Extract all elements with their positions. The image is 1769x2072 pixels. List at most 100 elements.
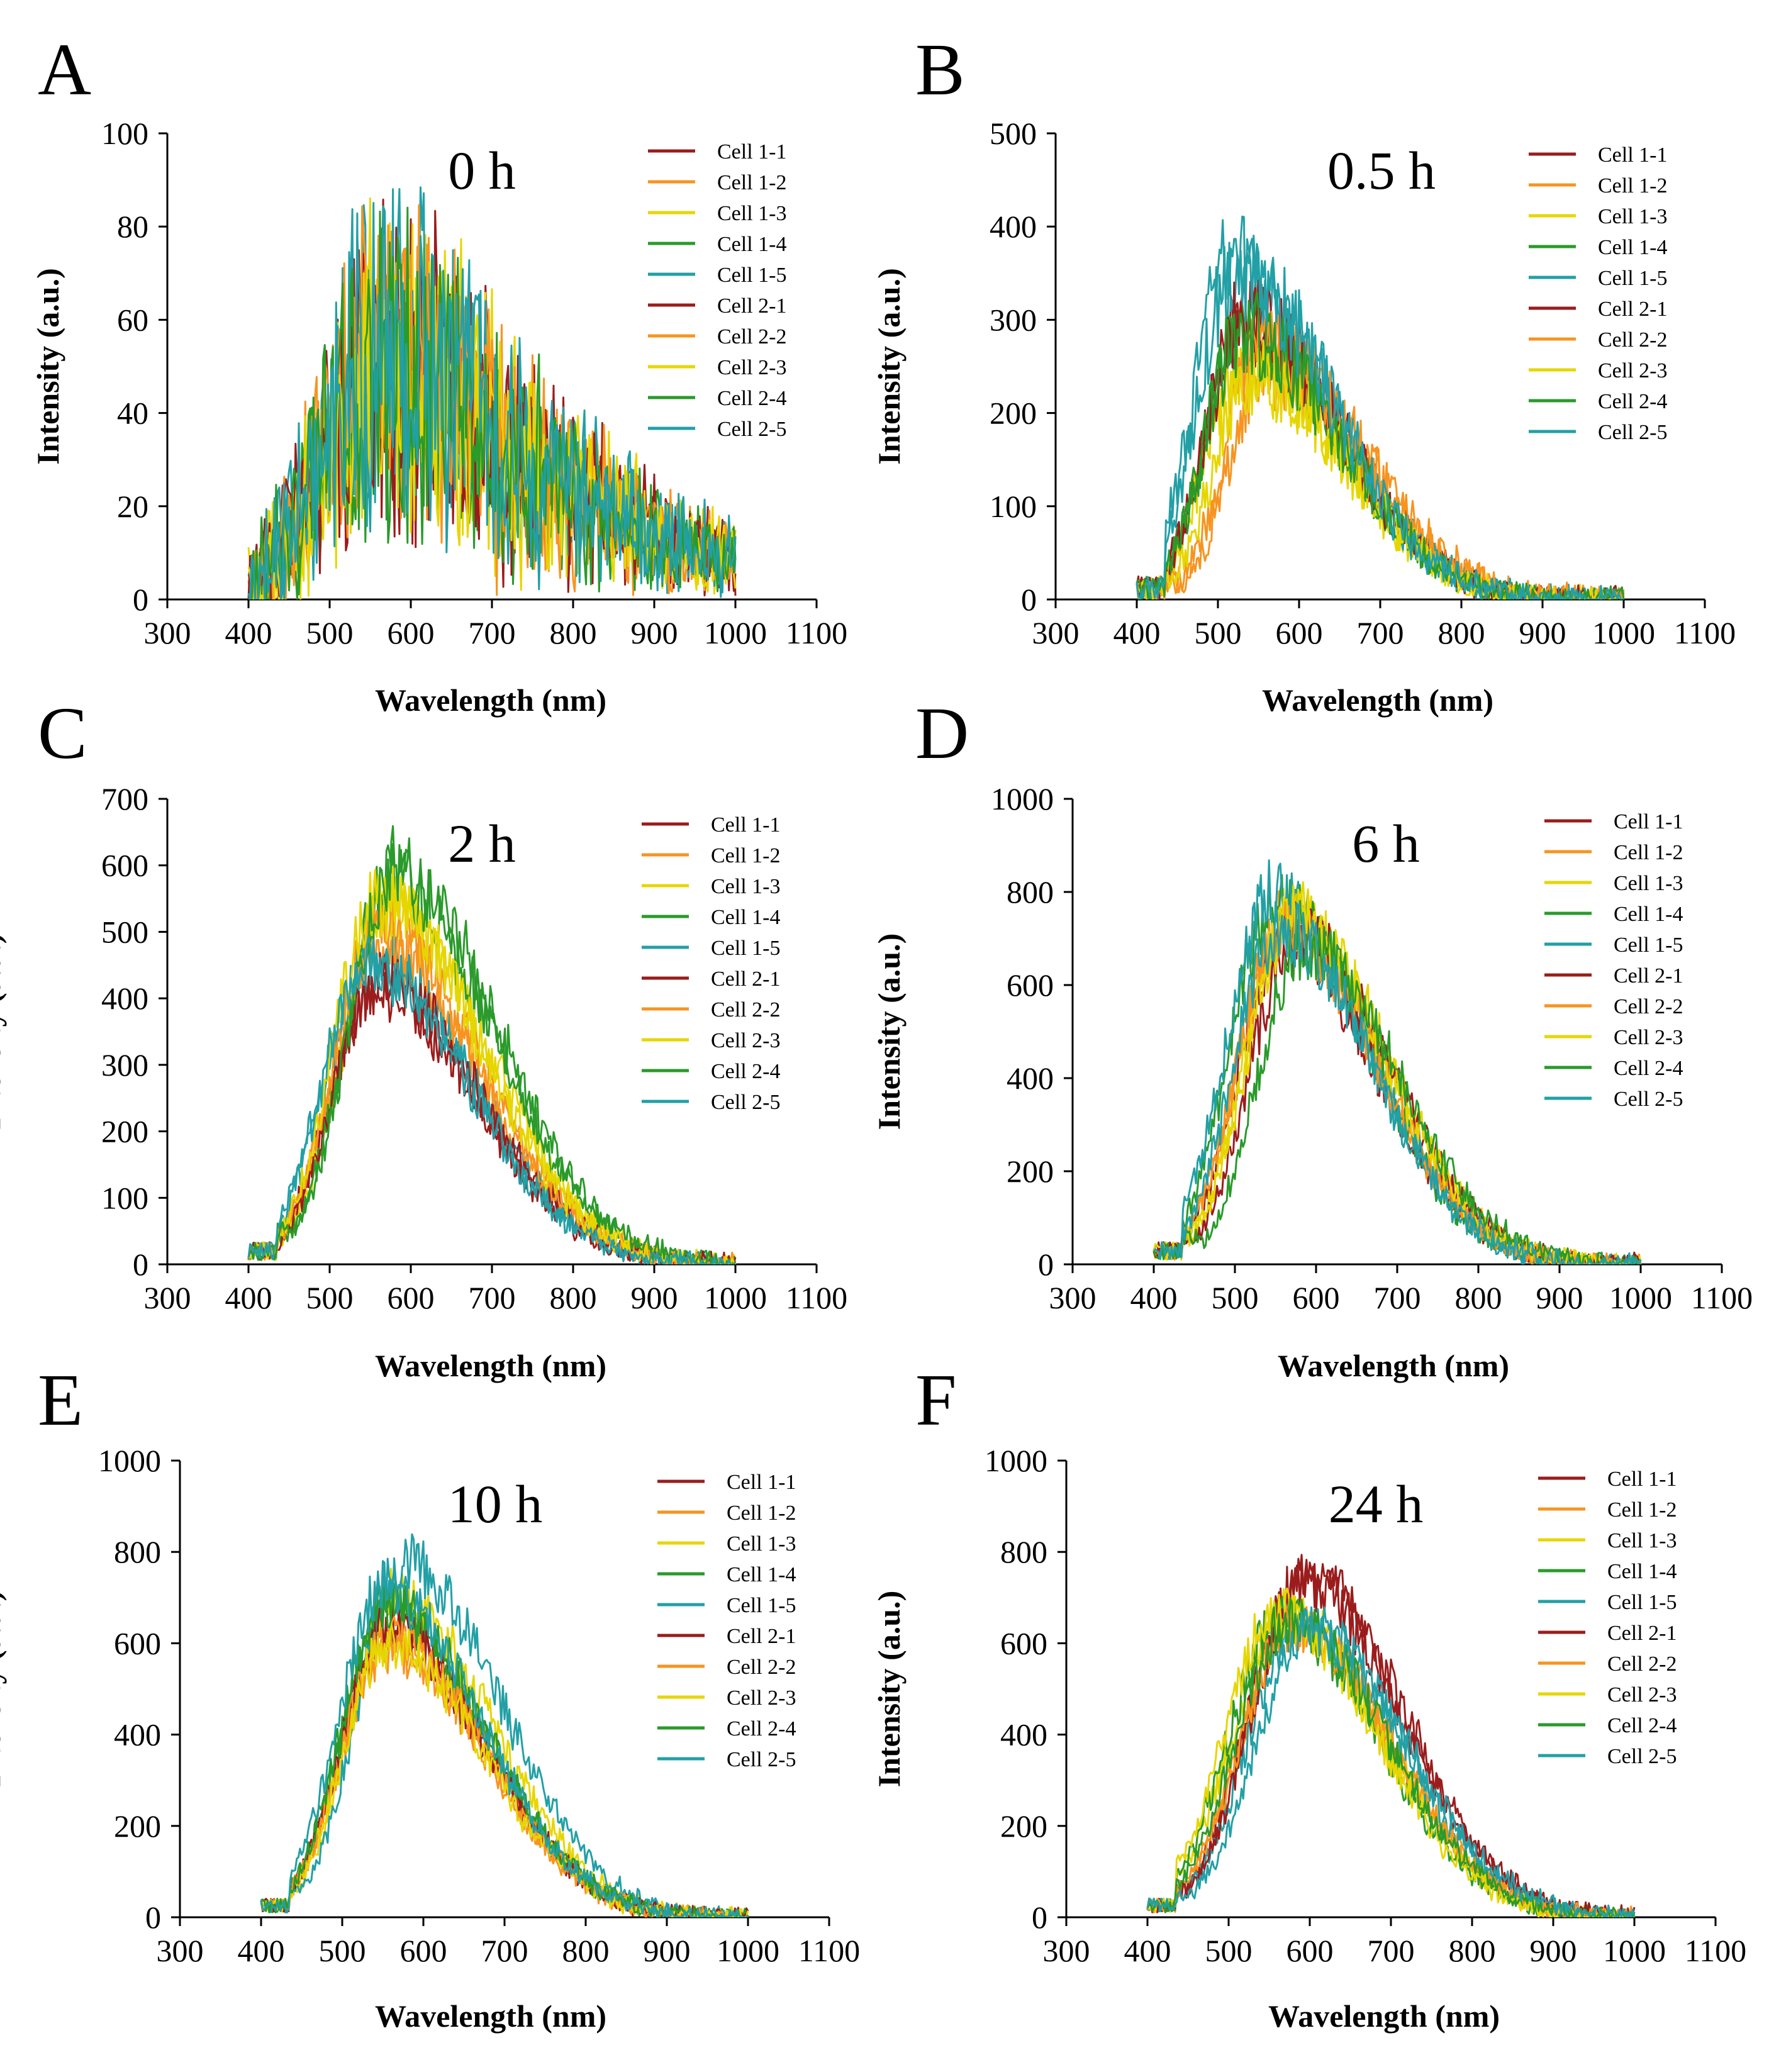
series-line-cell-2-5: [1136, 215, 1624, 599]
x-axis-title: Wavelength (nm): [1262, 682, 1493, 718]
x-tick-label: 600: [400, 1933, 447, 1968]
legend-label: Cell 2-1: [711, 967, 780, 991]
legend: Cell 1-1 Cell 1-2 Cell 1-3 Cell 1-4 Cell 1-5…: [1538, 1468, 1677, 1768]
legend-label: Cell 1-4: [1614, 903, 1683, 926]
x-tick-label: 400: [225, 615, 272, 650]
y-tick-label: 400: [101, 981, 148, 1016]
x-tick-label: 400: [1130, 1280, 1178, 1315]
legend-label: Cell 2-2: [717, 325, 786, 348]
y-tick-label: 500: [101, 914, 148, 949]
y-tick-label: 1000: [985, 1443, 1047, 1478]
series-line-cell-2-4: [247, 825, 737, 1264]
y-tick-label: 0: [1038, 1247, 1054, 1282]
legend-label: Cell 1-3: [711, 875, 780, 898]
y-axis-title: Intensity (a.u.): [0, 933, 7, 1130]
series-line-cell-2-4: [1152, 918, 1641, 1264]
y-tick-label: 400: [1007, 1061, 1054, 1096]
legend-label: Cell 1-3: [1607, 1529, 1677, 1552]
series-group: [247, 186, 737, 599]
legend-label: Cell 1-2: [1607, 1498, 1677, 1522]
y-tick-label: 80: [117, 209, 148, 244]
series-line-cell-2-5: [1146, 1606, 1636, 1917]
x-tick-label: 1000: [704, 615, 767, 650]
series-line-cell-1-5: [1152, 859, 1642, 1264]
time-label: 6 h: [1352, 813, 1420, 874]
legend-label: Cell 2-3: [1598, 359, 1667, 382]
legend-label: Cell 1-1: [1607, 1468, 1677, 1491]
legend-label: Cell 2-4: [1598, 390, 1667, 413]
x-axis-title: Wavelength (nm): [1268, 1998, 1500, 2034]
series-group: [1136, 215, 1625, 599]
legend-label: Cell 1-5: [1614, 933, 1683, 957]
x-axis-title: Wavelength (nm): [1278, 1348, 1509, 1383]
x-tick-label: 800: [550, 615, 597, 650]
legend-label: Cell 2-1: [1614, 964, 1683, 988]
legend-label: Cell 2-2: [727, 1656, 796, 1679]
series-line-cell-2-3: [1136, 339, 1625, 599]
x-tick-label: 300: [157, 1933, 204, 1968]
y-tick-label: 100: [101, 1180, 148, 1215]
panel-letter: F: [915, 1359, 957, 1441]
time-label: 0.5 h: [1327, 140, 1436, 201]
legend-label: Cell 2-4: [711, 1060, 780, 1083]
x-tick-label: 1000: [717, 1933, 779, 1968]
x-axis-title: Wavelength (nm): [375, 1348, 606, 1383]
x-tick-label: 400: [225, 1280, 272, 1315]
y-tick-label: 40: [117, 396, 148, 431]
series-group: [247, 825, 737, 1264]
series-line-cell-2-1: [1136, 279, 1625, 599]
legend-label: Cell 1-4: [717, 233, 786, 256]
legend: Cell 1-1 Cell 1-2 Cell 1-3 Cell 1-4 Cell 1-5…: [657, 1471, 796, 1771]
x-tick-label: 1000: [1609, 1280, 1672, 1315]
legend-label: Cell 2-4: [727, 1717, 796, 1741]
x-tick-label: 700: [481, 1933, 528, 1968]
series-line-cell-1-4: [1146, 1595, 1634, 1917]
chart-panel-F: F 0 200 400 600 800 1000 300 400 500 600 700 800 900 1…: [871, 1359, 1746, 2034]
x-tick-label: 1000: [1592, 615, 1655, 650]
x-tick-label: 1100: [1685, 1933, 1746, 1968]
x-tick-label: 800: [1449, 1933, 1496, 1968]
time-label: 24 h: [1329, 1474, 1424, 1534]
y-tick-label: 100: [990, 489, 1037, 524]
chart-panel-B: B 0 100 200 300 400 500 300 400 500 600 700 800 900 10…: [871, 28, 1736, 718]
x-tick-label: 1100: [798, 1933, 860, 1968]
series-group: [1146, 1554, 1636, 1917]
y-tick-label: 600: [1000, 1625, 1047, 1661]
series-line-cell-2-4: [1136, 291, 1625, 599]
x-tick-label: 700: [1374, 1280, 1421, 1315]
legend-label: Cell 1-3: [727, 1532, 796, 1556]
y-axis-title: Intensity (a.u.): [871, 1591, 907, 1788]
x-tick-label: 300: [144, 1280, 191, 1315]
y-axis-title: Intensity (a.u.): [871, 933, 907, 1130]
legend-label: Cell 2-3: [711, 1029, 780, 1052]
legend: Cell 1-1 Cell 1-2 Cell 1-3 Cell 1-4 Cell 1-5…: [1529, 143, 1667, 444]
time-label: 2 h: [448, 813, 516, 874]
x-axis-title: Wavelength (nm): [375, 1998, 606, 2034]
legend-label: Cell 2-2: [1598, 328, 1667, 352]
x-tick-label: 1100: [1674, 615, 1736, 650]
chart-panel-E: E 0 200 400 600 800 1000 300 400 500 600 700 800 900 1…: [0, 1359, 860, 2034]
y-tick-label: 1000: [98, 1443, 161, 1478]
panel-letter: A: [38, 28, 91, 111]
legend-label: Cell 2-3: [727, 1686, 796, 1710]
y-tick-label: 100: [101, 116, 148, 151]
y-tick-label: 400: [1000, 1717, 1047, 1752]
legend-label: Cell 1-5: [1598, 267, 1667, 290]
legend-label: Cell 1-3: [1598, 205, 1667, 228]
y-tick-label: 500: [990, 116, 1037, 151]
legend-label: Cell 1-1: [711, 813, 780, 837]
legend: Cell 1-1 Cell 1-2 Cell 1-3 Cell 1-4 Cell 1-5…: [1544, 810, 1683, 1111]
x-tick-label: 1100: [786, 615, 847, 650]
y-axis-title: Intensity (a.u.): [0, 1591, 7, 1788]
x-tick-label: 300: [1049, 1280, 1097, 1315]
x-tick-label: 1000: [704, 1280, 767, 1315]
legend-label: Cell 1-2: [727, 1501, 796, 1525]
x-tick-label: 300: [1043, 1933, 1090, 1968]
x-tick-label: 700: [469, 615, 516, 650]
series-line-cell-1-1: [1153, 913, 1641, 1264]
x-tick-label: 500: [1195, 615, 1242, 650]
legend-label: Cell 1-4: [711, 906, 780, 929]
y-tick-label: 200: [101, 1114, 148, 1149]
legend-label: Cell 1-2: [711, 844, 780, 867]
series-line-cell-1-5: [260, 1533, 748, 1917]
